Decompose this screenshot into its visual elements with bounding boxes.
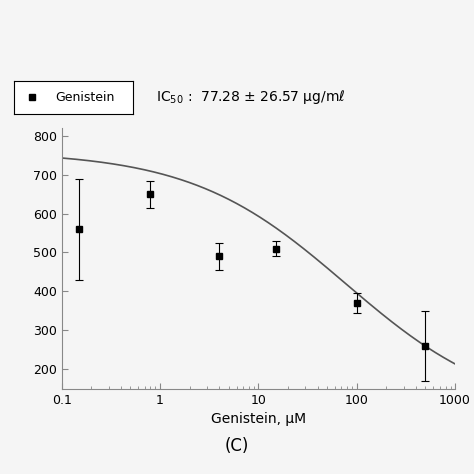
Text: Genistein: Genistein bbox=[55, 91, 115, 104]
X-axis label: Genistein, μM: Genistein, μM bbox=[211, 412, 306, 426]
Text: (C): (C) bbox=[225, 437, 249, 455]
Text: IC$_{50}$ :  77.28 ± 26.57 μg/m$\ell$: IC$_{50}$ : 77.28 ± 26.57 μg/m$\ell$ bbox=[156, 88, 346, 106]
